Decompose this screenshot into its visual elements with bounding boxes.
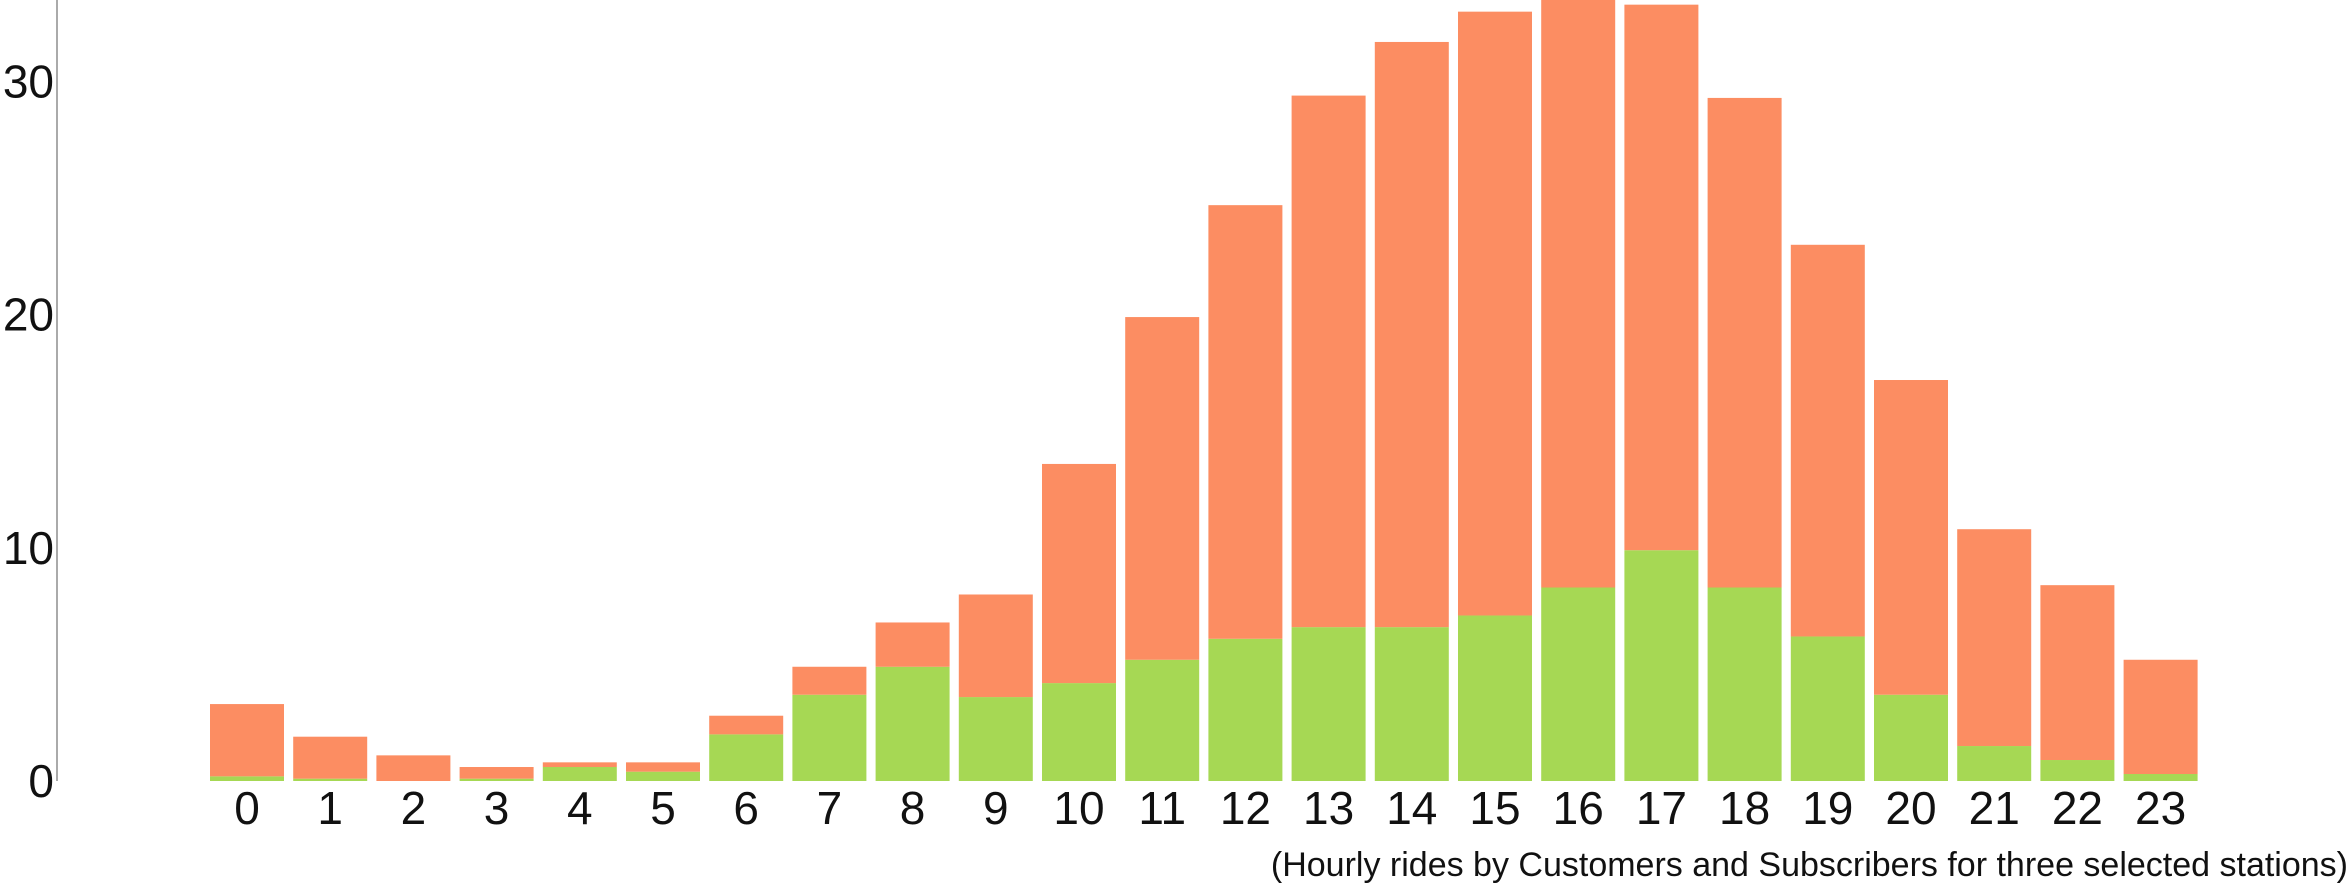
bar-segment-series1-hour-0	[210, 704, 284, 777]
bars-group	[210, 0, 2198, 781]
bar-segment-series1-hour-6	[709, 715, 784, 735]
chart-caption: (Hourly rides by Customers and Subscribe…	[1270, 846, 2348, 884]
bar-segment-series1-hour-17	[1624, 4, 1699, 551]
bar-segment-series1-hour-22	[2040, 585, 2115, 761]
x-tick-label-5: 5	[650, 782, 676, 834]
x-tick-label-18: 18	[1719, 782, 1770, 834]
bar-segment-series0-hour-4	[542, 767, 617, 781]
bar-segment-series0-hour-11	[1125, 659, 1200, 781]
bar-segment-series0-hour-20	[1874, 694, 1948, 781]
bar-segment-series1-hour-9	[958, 594, 1033, 698]
bar-segment-series1-hour-13	[1291, 95, 1366, 628]
bar-segment-series0-hour-17	[1624, 550, 1699, 781]
bar-segment-series0-hour-16	[1541, 587, 1616, 781]
bar-segment-series0-hour-14	[1374, 627, 1449, 781]
bar-segment-series1-hour-11	[1125, 317, 1200, 660]
x-tick-label-21: 21	[1969, 782, 2020, 834]
y-tick-label-0: 0	[28, 755, 54, 807]
bar-segment-series1-hour-5	[626, 762, 700, 772]
bar-segment-series1-hour-2	[376, 755, 451, 781]
x-tick-label-4: 4	[567, 782, 593, 834]
y-tick-label-30: 30	[3, 56, 54, 108]
bar-segment-series0-hour-19	[1790, 636, 1865, 781]
x-tick-label-10: 10	[1053, 782, 1104, 834]
x-tick-label-22: 22	[2052, 782, 2103, 834]
x-tick-label-2: 2	[401, 782, 427, 834]
bar-segment-series1-hour-14	[1374, 41, 1449, 628]
bar-segment-series1-hour-1	[293, 736, 368, 779]
x-tick-label-1: 1	[317, 782, 343, 834]
bar-segment-series1-hour-21	[1957, 529, 2032, 747]
bar-segment-series1-hour-19	[1790, 244, 1865, 637]
x-tick-label-14: 14	[1386, 782, 1437, 834]
bar-segment-series1-hour-8	[875, 622, 950, 667]
bar-segment-series1-hour-23	[2123, 659, 2198, 775]
x-tick-label-19: 19	[1802, 782, 1853, 834]
bar-segment-series0-hour-13	[1291, 627, 1366, 781]
bar-segment-series1-hour-4	[542, 762, 617, 768]
x-tick-label-11: 11	[1138, 782, 1186, 834]
y-tick-label-20: 20	[3, 289, 54, 341]
bar-segment-series0-hour-22	[2040, 760, 2115, 781]
x-tick-label-0: 0	[234, 782, 260, 834]
x-tick-label-23: 23	[2135, 782, 2186, 834]
x-tick-label-13: 13	[1303, 782, 1354, 834]
x-tick-label-16: 16	[1553, 782, 1604, 834]
x-tick-label-17: 17	[1636, 782, 1687, 834]
bar-segment-series0-hour-23	[2123, 774, 2198, 781]
x-tick-label-3: 3	[484, 782, 510, 834]
bar-segment-series0-hour-3	[459, 778, 534, 781]
x-tick-label-7: 7	[817, 782, 843, 834]
bar-segment-series0-hour-10	[1042, 683, 1116, 781]
y-axis-ticks: 0 10 20 30	[3, 56, 54, 807]
bar-segment-series0-hour-18	[1707, 587, 1782, 781]
bar-segment-series0-hour-0	[210, 776, 284, 781]
bar-segment-series1-hour-18	[1707, 97, 1782, 588]
bar-segment-series0-hour-15	[1458, 615, 1532, 781]
bar-segment-series0-hour-21	[1957, 746, 2032, 781]
x-tick-label-6: 6	[733, 782, 759, 834]
x-tick-label-12: 12	[1220, 782, 1271, 834]
x-tick-label-20: 20	[1885, 782, 1936, 834]
bar-segment-series1-hour-15	[1458, 11, 1532, 616]
bar-segment-series1-hour-20	[1874, 380, 1948, 695]
y-tick-label-10: 10	[3, 522, 54, 574]
bar-segment-series0-hour-12	[1208, 638, 1283, 781]
bar-segment-series0-hour-8	[875, 666, 950, 781]
bar-segment-series1-hour-12	[1208, 205, 1283, 639]
x-tick-label-15: 15	[1469, 782, 1520, 834]
x-axis-ticks: 0 1 2 3 4 5 6 7 8 9 10 11 12 13 14 15 16 17 18 19 20 21 22 23	[234, 782, 2186, 834]
bar-segment-series0-hour-7	[792, 694, 867, 781]
bar-segment-series0-hour-9	[958, 697, 1033, 781]
bar-segment-series1-hour-3	[459, 767, 534, 779]
bar-segment-series0-hour-6	[709, 734, 784, 781]
x-tick-label-9: 9	[983, 782, 1009, 834]
bar-segment-series0-hour-1	[293, 778, 368, 781]
bar-segment-series1-hour-16	[1541, 0, 1616, 588]
bar-segment-series0-hour-5	[626, 771, 700, 781]
bar-segment-series1-hour-10	[1042, 463, 1116, 684]
x-tick-label-8: 8	[900, 782, 926, 834]
bar-segment-series1-hour-7	[792, 666, 867, 695]
